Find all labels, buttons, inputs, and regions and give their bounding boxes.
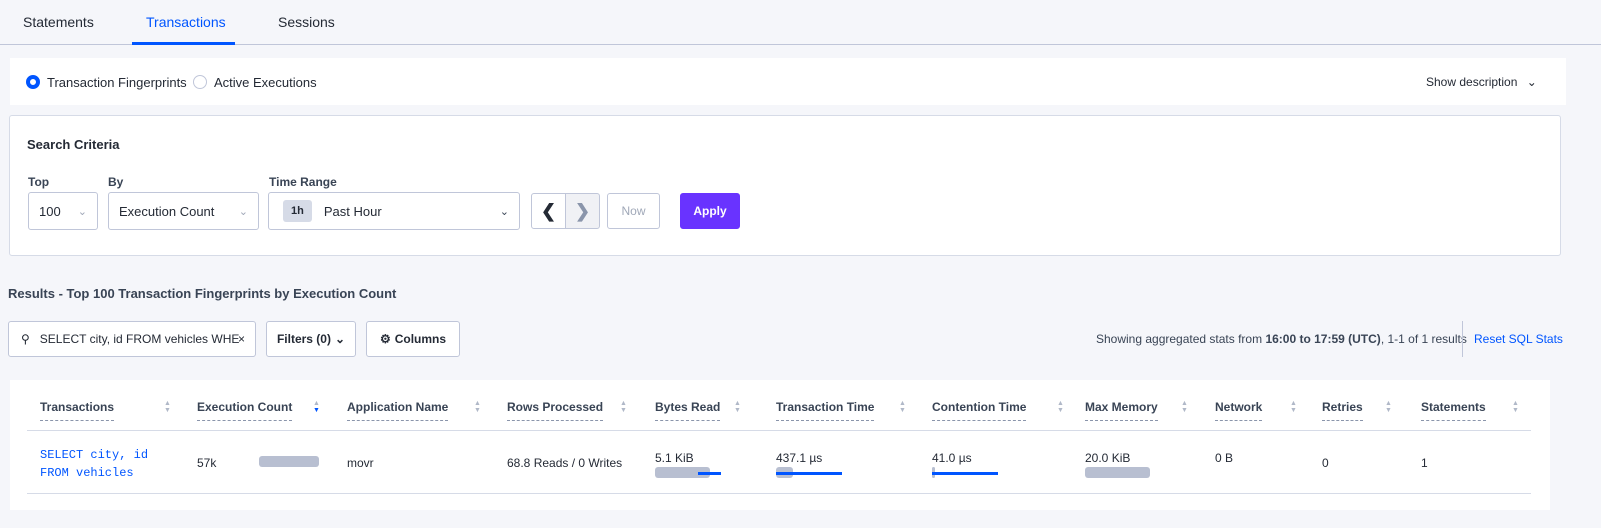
radio-transaction-fingerprints[interactable] xyxy=(26,75,40,89)
filters-label: Filters (0) xyxy=(276,332,331,346)
radio-label[interactable]: Active Executions xyxy=(214,75,317,90)
apply-button[interactable]: Apply xyxy=(680,193,740,229)
search-criteria-panel xyxy=(9,115,1561,256)
columns-label: Columns xyxy=(394,332,447,346)
chevron-down-icon: ⌄ xyxy=(499,206,509,218)
chevron-left-icon: ❮ xyxy=(540,200,557,221)
sort-icon[interactable]: ▲ ▼ xyxy=(1290,400,1297,414)
time-range-label: Time Range xyxy=(269,175,337,189)
transaction-line: FROM vehicles xyxy=(40,466,134,480)
tab-transactions[interactable]: Transactions xyxy=(146,14,226,30)
radio-active-executions[interactable] xyxy=(193,75,207,89)
by-select[interactable]: Execution Count ⌄ xyxy=(108,192,259,230)
rows-processed: 68.8 Reads / 0 Writes xyxy=(507,456,623,470)
stats-range: 16:00 to 17:59 (UTC) xyxy=(1265,332,1381,346)
search-criteria-title: Search Criteria xyxy=(27,137,120,152)
execution-count-bar xyxy=(259,456,319,467)
header-contention-time[interactable]: Contention Time xyxy=(932,400,1027,421)
max-memory-bar xyxy=(1085,467,1150,478)
active-tab-indicator xyxy=(132,42,235,45)
transaction-link[interactable]: SELECT city, id FROM vehicles xyxy=(40,446,148,482)
time-range-select[interactable]: 1h Past Hour ⌄ xyxy=(268,192,520,230)
radio-label[interactable]: Transaction Fingerprints xyxy=(47,75,187,90)
chevron-down-icon: ⌄ xyxy=(1526,75,1537,89)
columns-button[interactable]: ⚙ Columns xyxy=(366,321,460,357)
header-transactions[interactable]: Transactions xyxy=(40,400,115,421)
filters-button[interactable]: Filters (0) ⌄ xyxy=(266,321,356,357)
retries: 0 xyxy=(1322,456,1329,470)
now-button[interactable]: Now xyxy=(607,193,660,229)
bytes-read-dev xyxy=(698,472,721,475)
execution-count: 57k xyxy=(197,456,217,470)
transaction-time: 437.1 µs xyxy=(776,451,823,465)
header-bytes-read[interactable]: Bytes Read xyxy=(655,400,721,421)
header-max-memory[interactable]: Max Memory xyxy=(1085,400,1158,421)
view-selector-bar: Transaction Fingerprints Active Executio… xyxy=(10,58,1566,105)
bytes-read-bar xyxy=(655,467,710,478)
chevron-down-icon: ⌄ xyxy=(238,206,248,218)
search-icon: ⚲ xyxy=(21,332,30,346)
reset-sql-stats-link[interactable]: Reset SQL Stats xyxy=(1474,332,1563,346)
header-rows-processed[interactable]: Rows Processed xyxy=(507,400,604,421)
header-divider xyxy=(27,430,1531,431)
header-transaction-time[interactable]: Transaction Time xyxy=(776,400,875,421)
results-title: Results - Top 100 Transaction Fingerprin… xyxy=(8,286,397,301)
top-value: 100 xyxy=(39,203,61,219)
sort-icon[interactable]: ▲ ▼ xyxy=(474,400,481,414)
by-value: Execution Count xyxy=(119,203,215,219)
sort-icon[interactable]: ▲ ▼ xyxy=(1057,400,1064,414)
tab-divider xyxy=(0,44,1601,45)
previous-range-button[interactable]: ❮ xyxy=(531,193,566,229)
header-application-name[interactable]: Application Name xyxy=(347,400,449,421)
transaction-line: SELECT city, id xyxy=(40,448,149,462)
header-statements[interactable]: Statements xyxy=(1421,400,1486,421)
next-range-button[interactable]: ❯ xyxy=(565,193,600,229)
stats-prefix: Showing aggregated stats from xyxy=(1096,332,1266,346)
chevron-down-icon: ⌄ xyxy=(334,332,346,346)
transactions-table xyxy=(10,380,1550,510)
stats-suffix: , 1-1 of 1 results xyxy=(1380,332,1467,346)
time-badge: 1h xyxy=(283,200,312,222)
sort-icon[interactable]: ▲ ▼ xyxy=(734,400,741,414)
sort-icon[interactable]: ▲ ▼ xyxy=(164,400,171,414)
clear-icon[interactable]: × xyxy=(237,332,245,346)
row-divider xyxy=(27,493,1531,494)
sort-icon[interactable]: ▲ ▼ xyxy=(899,400,906,414)
chevron-down-icon: ⌄ xyxy=(77,206,87,218)
search-input[interactable]: ⚲ SELECT city, id FROM vehicles WHE × xyxy=(8,321,256,357)
by-label: By xyxy=(108,175,124,189)
sort-desc-icon[interactable]: ▲ ▼ xyxy=(313,400,320,414)
bytes-read: 5.1 KiB xyxy=(655,451,694,465)
top-label: Top xyxy=(28,175,50,189)
contention-time: 41.0 µs xyxy=(932,451,972,465)
divider xyxy=(1462,321,1463,357)
search-value: SELECT city, id FROM vehicles WHE xyxy=(39,332,240,346)
chevron-right-icon: ❯ xyxy=(574,200,591,221)
tab-sessions[interactable]: Sessions xyxy=(278,14,335,30)
sort-icon[interactable]: ▲ ▼ xyxy=(1181,400,1188,414)
header-execution-count[interactable]: Execution Count xyxy=(197,400,293,421)
time-value: Past Hour xyxy=(323,203,382,219)
sort-icon[interactable]: ▲ ▼ xyxy=(1385,400,1392,414)
network: 0 B xyxy=(1215,451,1234,465)
header-network[interactable]: Network xyxy=(1215,400,1263,421)
statements: 1 xyxy=(1421,456,1428,470)
top-select[interactable]: 100 ⌄ xyxy=(28,192,98,230)
contention-time-dev xyxy=(932,472,998,475)
sort-icon[interactable]: ▲ ▼ xyxy=(620,400,627,414)
header-retries[interactable]: Retries xyxy=(1322,400,1363,421)
show-description-button[interactable]: Show description ⌄ xyxy=(1426,75,1537,89)
gear-icon: ⚙ xyxy=(379,332,391,346)
tab-statements[interactable]: Statements xyxy=(23,14,94,30)
transaction-time-dev xyxy=(776,472,842,475)
show-description-label: Show description xyxy=(1426,75,1518,89)
sort-icon[interactable]: ▲ ▼ xyxy=(1512,400,1519,414)
application-name: movr xyxy=(347,456,374,470)
stats-summary: Showing aggregated stats from 16:00 to 1… xyxy=(1096,332,1467,346)
max-memory: 20.0 KiB xyxy=(1085,451,1131,465)
